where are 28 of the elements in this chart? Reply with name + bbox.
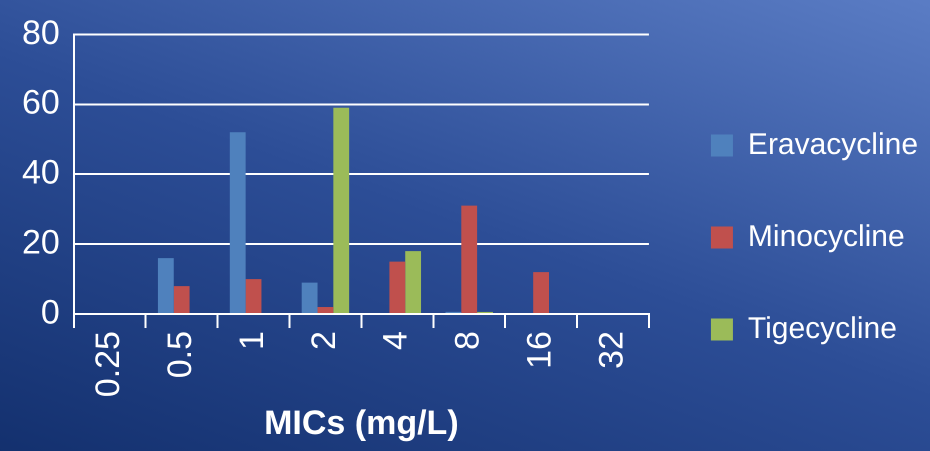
legend-label: Minocycline [748, 220, 905, 253]
legend-label: Eravacycline [748, 128, 918, 161]
bar [533, 272, 550, 314]
y-tick-label: 20 [22, 223, 60, 262]
bar [389, 262, 406, 314]
bar [461, 206, 478, 314]
x-tick-label: 16 [520, 331, 558, 369]
y-tick-label: 80 [22, 14, 60, 52]
bar [174, 286, 190, 314]
x-tick-label: 8 [448, 331, 487, 350]
x-tick-label: 2 [304, 331, 343, 350]
y-tick-label: 40 [22, 154, 60, 192]
x-tick-label: 4 [376, 331, 415, 350]
bar [230, 132, 246, 314]
x-tick-label: 0.25 [89, 331, 128, 398]
x-tick-label: 0.5 [161, 331, 200, 378]
x-tick-label: 1 [232, 331, 271, 350]
bar [405, 251, 422, 314]
bar [318, 307, 334, 314]
bar [246, 279, 262, 314]
x-tick-label: 32 [592, 331, 630, 369]
y-tick-label: 0 [40, 293, 60, 332]
bar [302, 282, 318, 314]
x-axis-title: MICs (mg/L) [264, 404, 459, 442]
y-tick-label: 60 [22, 84, 60, 122]
bar [333, 108, 350, 314]
bar [158, 258, 174, 314]
legend-label: Tigecycline [748, 312, 897, 345]
